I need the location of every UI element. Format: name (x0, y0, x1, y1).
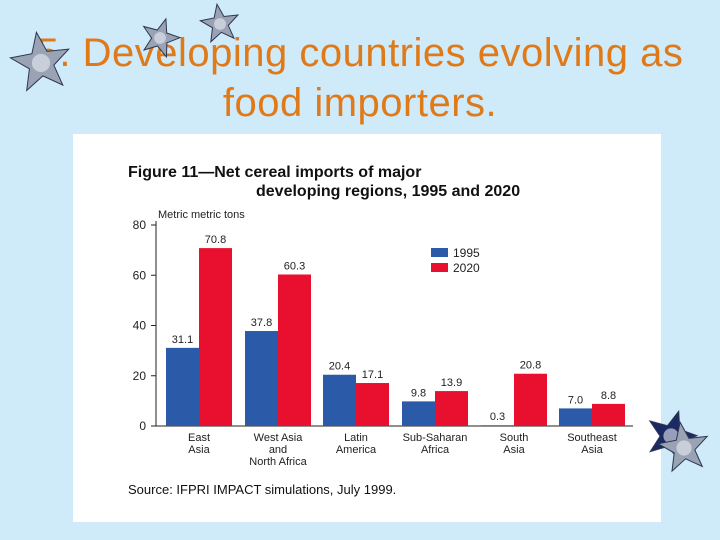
y-tick-label: 80 (133, 218, 147, 232)
data-label: 20.8 (520, 360, 541, 372)
legend-swatch-2020 (431, 263, 448, 272)
figure-panel: Figure 11—Net cereal imports of major de… (73, 134, 661, 522)
x-category-label: America (336, 444, 377, 456)
x-category-label: and (269, 444, 287, 456)
bar-chart: Figure 11—Net cereal imports of major de… (128, 164, 633, 497)
data-label: 60.3 (284, 260, 305, 272)
chart-title-line-2: developing regions, 1995 and 2020 (256, 183, 520, 200)
data-label: 8.8 (601, 390, 616, 402)
star-icon (8, 30, 70, 92)
y-tick-label: 20 (133, 369, 147, 383)
x-category-label: South (500, 432, 529, 444)
x-category-label: North Africa (249, 456, 307, 468)
y-tick-label: 40 (133, 319, 147, 333)
star-highlight (214, 18, 226, 30)
legend-label: 2020 (453, 261, 480, 275)
star-highlight (663, 428, 679, 444)
legend-label: 1995 (453, 246, 480, 260)
bar-2020 (199, 248, 232, 426)
star-icon (142, 17, 182, 59)
x-category-label: East (188, 432, 210, 444)
bar-1995 (402, 401, 435, 426)
data-label: 70.8 (205, 234, 226, 246)
chart-title-line-1: Figure 11—Net cereal imports of major (128, 164, 421, 181)
star-highlight (676, 440, 692, 456)
bar-2020 (435, 391, 468, 426)
slide-title-line-1: 5. Developing countries evolving as (36, 31, 684, 75)
x-category-label: Africa (421, 444, 450, 456)
x-category-label: Asia (581, 444, 603, 456)
bar-1995 (245, 331, 278, 426)
data-label: 13.9 (441, 377, 462, 389)
slide-title-line-2: food importers. (222, 81, 498, 125)
legend-swatch-1995 (431, 248, 448, 257)
bar-1995 (323, 374, 356, 426)
x-category-label: West Asia (254, 432, 304, 444)
x-category-label: Southeast (567, 432, 617, 444)
y-tick-label: 0 (139, 419, 146, 433)
bar-2020 (592, 403, 625, 426)
star-highlight (31, 53, 51, 73)
chart-source-note: Source: IFPRI IMPACT simulations, July 1… (128, 482, 396, 497)
star-icon (656, 420, 709, 473)
y-axis-unit-label: Metric metric tons (158, 209, 245, 221)
bar-2020 (278, 274, 311, 426)
x-category-label: Asia (188, 444, 210, 456)
x-category-label: Latin (344, 432, 368, 444)
x-category-label: Asia (503, 444, 525, 456)
bar-1995 (166, 347, 199, 426)
y-tick-label: 60 (133, 268, 147, 282)
x-category-label: Sub-Saharan (403, 432, 468, 444)
star-highlight (154, 32, 166, 44)
data-label: 31.1 (172, 334, 193, 346)
data-label: 17.1 (362, 369, 383, 381)
star-icon (198, 2, 240, 44)
bar-1995 (481, 425, 514, 426)
data-label: 0.3 (490, 411, 505, 423)
bar-2020 (514, 373, 547, 426)
data-label: 37.8 (251, 317, 272, 329)
data-label: 9.8 (411, 387, 426, 399)
bar-1995 (559, 408, 592, 426)
data-label: 7.0 (568, 394, 583, 406)
bar-2020 (356, 383, 389, 426)
data-label: 20.4 (329, 361, 350, 373)
slide-title: 5. Developing countries evolving as food… (0, 28, 720, 128)
